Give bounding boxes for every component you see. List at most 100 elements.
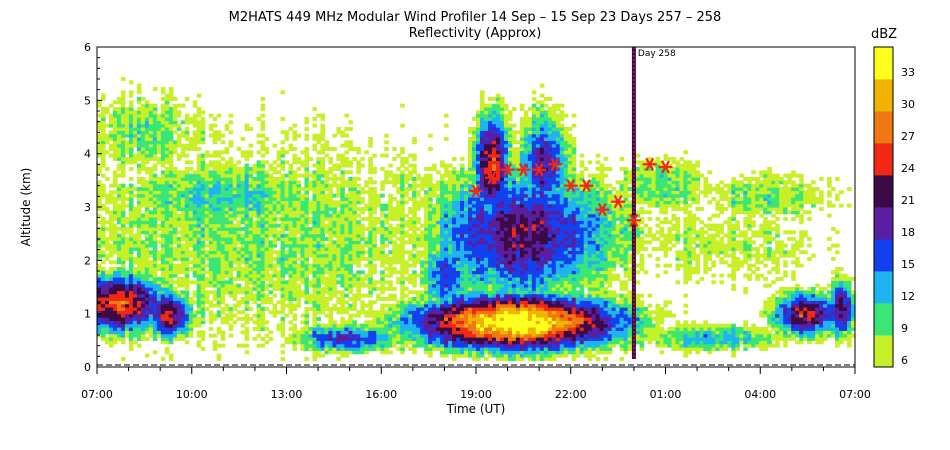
heatmap-cell xyxy=(116,247,122,251)
heatmap-cell xyxy=(348,350,353,355)
heatmap-cell xyxy=(404,277,409,281)
heatmap-cell xyxy=(160,327,166,331)
heatmap-cell xyxy=(304,323,310,328)
heatmap-cell xyxy=(208,267,214,271)
heatmap-cell xyxy=(412,323,417,328)
heatmap-cell xyxy=(164,303,170,308)
heatmap-cell xyxy=(304,160,310,165)
heatmap-cell xyxy=(464,177,469,181)
heatmap-cell xyxy=(224,183,230,188)
heatmap-cell xyxy=(260,187,266,191)
heatmap-cell xyxy=(196,333,202,338)
heatmap-cell xyxy=(292,147,298,151)
heatmap-cell xyxy=(316,340,322,345)
heatmap-cell xyxy=(340,327,345,331)
heatmap-cell xyxy=(372,227,377,231)
heatmap-cell xyxy=(412,340,417,345)
heatmap-cell xyxy=(280,267,286,271)
heatmap-cell xyxy=(268,337,274,341)
heatmap-cell xyxy=(304,180,310,185)
heatmap-cell xyxy=(220,287,226,291)
heatmap-cell xyxy=(176,187,182,191)
heatmap-cell xyxy=(164,313,170,318)
heatmap-cell xyxy=(348,210,353,215)
heatmap-cell xyxy=(268,213,274,218)
heatmap-cell xyxy=(140,180,146,185)
heatmap-cell xyxy=(336,347,341,351)
heatmap-cell xyxy=(220,230,226,235)
heatmap-cell xyxy=(97,287,102,291)
heatmap-cell xyxy=(252,183,258,188)
heatmap-cell xyxy=(256,247,262,251)
heatmap-cell xyxy=(452,263,457,268)
heatmap-cell xyxy=(180,337,186,341)
heatmap-cell xyxy=(368,193,373,198)
heatmap-cell xyxy=(344,243,349,248)
heatmap-cell xyxy=(368,277,373,281)
heatmap-cell xyxy=(124,307,130,311)
heatmap-cell xyxy=(132,193,138,198)
heatmap-cell xyxy=(196,323,202,328)
heatmap-cell xyxy=(308,227,314,231)
heatmap-cell xyxy=(468,323,473,328)
heatmap-cell xyxy=(456,277,461,281)
heatmap-cell xyxy=(380,340,385,345)
heatmap-cell xyxy=(204,280,210,285)
heatmap-cell xyxy=(152,253,158,258)
heatmap-cell xyxy=(108,313,114,318)
heatmap-cell xyxy=(200,223,206,228)
heatmap-cell xyxy=(284,217,290,221)
heatmap-cell xyxy=(308,157,314,161)
heatmap-cell xyxy=(328,237,333,241)
heatmap-cell xyxy=(292,287,298,291)
heatmap-cell xyxy=(140,273,146,278)
heatmap-cell xyxy=(240,220,246,225)
heatmap-cell xyxy=(180,203,186,208)
heatmap-cell xyxy=(140,333,146,338)
heatmap-cell xyxy=(396,270,401,275)
heatmap-cell xyxy=(408,237,413,241)
heatmap-cell xyxy=(392,243,397,248)
heatmap-cell xyxy=(232,173,238,178)
heatmap-cell xyxy=(188,203,194,208)
heatmap-cell xyxy=(380,210,385,215)
heatmap-cell xyxy=(100,327,106,331)
heatmap-cell xyxy=(312,213,318,218)
heatmap-cell xyxy=(212,347,218,351)
heatmap-cell xyxy=(144,167,150,171)
heatmap-cell xyxy=(192,227,198,231)
heatmap-cell xyxy=(168,263,174,268)
heatmap-cell xyxy=(180,183,186,188)
heatmap-cell xyxy=(120,303,126,308)
heatmap-cell xyxy=(388,323,393,328)
heatmap-cell xyxy=(396,317,401,321)
heatmap-cell xyxy=(224,283,230,288)
heatmap-cell xyxy=(360,323,365,328)
heatmap-cell xyxy=(248,150,254,155)
heatmap-cell xyxy=(432,203,437,208)
heatmap-cell xyxy=(144,320,150,325)
heatmap-cell xyxy=(368,307,373,311)
heatmap-cell xyxy=(164,153,170,158)
heatmap-cell xyxy=(97,247,102,251)
heatmap-cell xyxy=(196,127,202,131)
heatmap-cell xyxy=(264,277,270,281)
heatmap-cell xyxy=(160,153,166,158)
heatmap-cell xyxy=(336,243,341,248)
heatmap-cell xyxy=(452,290,457,295)
heatmap-cell xyxy=(240,243,246,248)
heatmap-cell xyxy=(264,300,270,305)
heatmap-cell xyxy=(400,317,405,321)
heatmap-cell xyxy=(200,310,206,315)
heatmap-cell xyxy=(428,277,433,281)
heatmap-cell xyxy=(444,167,449,171)
heatmap-cell xyxy=(140,200,146,205)
heatmap-cell xyxy=(236,343,242,348)
heatmap-cell xyxy=(136,190,142,195)
heatmap-cell xyxy=(208,313,214,318)
heatmap-cell xyxy=(324,270,329,275)
heatmap-cell xyxy=(380,303,385,308)
heatmap-cell xyxy=(420,293,425,298)
heatmap-cell xyxy=(172,253,178,258)
heatmap-cell xyxy=(328,187,333,191)
